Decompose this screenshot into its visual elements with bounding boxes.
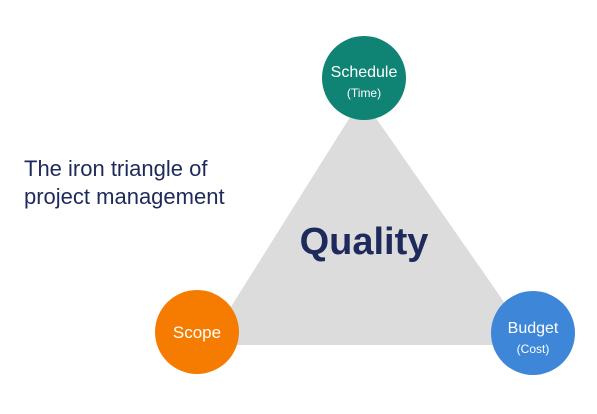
center-label-quality: Quality — [300, 221, 429, 263]
title-line-1: The iron triangle of — [24, 156, 208, 181]
diagram-title: The iron triangle of project management — [24, 155, 264, 211]
node-scope-label: Scope — [173, 323, 221, 342]
node-schedule-circle — [322, 36, 406, 120]
node-scope-circle — [155, 290, 239, 374]
node-budget: Budget (Cost) — [491, 291, 575, 375]
title-line-2: project management — [24, 184, 225, 209]
triangle-shape — [207, 98, 534, 345]
node-schedule-label: Schedule — [331, 64, 398, 81]
node-scope: Scope — [155, 290, 239, 374]
node-budget-label: Budget — [508, 320, 559, 337]
node-budget-sublabel: (Cost) — [517, 342, 550, 356]
node-schedule-sublabel: (Time) — [347, 86, 381, 100]
node-schedule: Schedule (Time) — [322, 36, 406, 120]
node-budget-circle — [491, 291, 575, 375]
